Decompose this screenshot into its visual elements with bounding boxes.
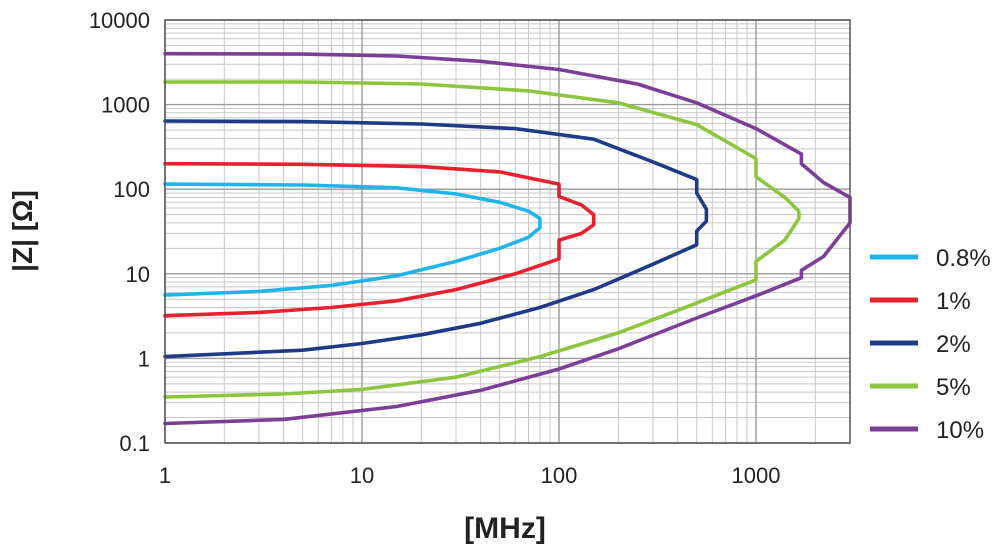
y-tick-label: 10000 — [89, 8, 150, 33]
x-axis-label: [MHz] — [464, 512, 546, 544]
series-line-0-8pct — [163, 182, 542, 297]
y-tick-label: 1 — [138, 346, 150, 371]
legend-label: 0.8% — [936, 245, 991, 272]
legend-label: 5% — [936, 374, 971, 401]
series-line-1pct — [163, 161, 596, 318]
legend-label: 10% — [936, 417, 984, 444]
x-tick-label: 10 — [350, 463, 374, 488]
legend-label: 1% — [936, 288, 971, 315]
x-tick-label: 1000 — [732, 463, 781, 488]
series-line-5pct — [163, 80, 801, 399]
x-tick-labels: 1 10 100 1000 — [159, 463, 781, 488]
y-tick-label: 1000 — [101, 93, 150, 118]
x-tick-label: 100 — [541, 463, 578, 488]
legend-label: 2% — [936, 331, 971, 358]
legend: 0.8% 1% 2% 5% 10% — [870, 245, 991, 444]
y-tick-label: 0.1 — [119, 431, 150, 456]
x-tick-label: 1 — [159, 463, 171, 488]
y-tick-label: 100 — [113, 177, 150, 202]
plot-frame — [164, 19, 851, 444]
y-tick-labels: 0.1 1 10 100 1000 10000 — [89, 8, 150, 456]
y-axis-label: |Z| [Ω] — [7, 190, 38, 272]
series-line-2pct — [163, 119, 709, 359]
y-tick-label: 10 — [126, 262, 150, 287]
